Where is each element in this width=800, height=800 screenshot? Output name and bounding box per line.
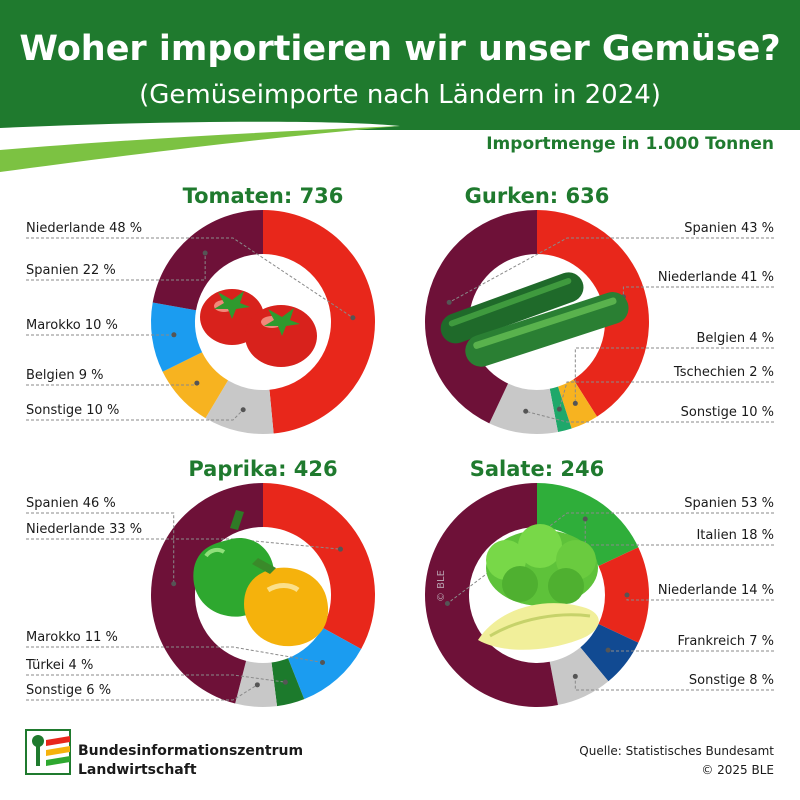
salate-label-sonstige: Sonstige 8 % [689, 673, 774, 688]
paprika-marker-sonstige [254, 682, 260, 688]
logo-line-2: Landwirtschaft [78, 762, 197, 778]
gurken-slice-spanien [424, 210, 537, 424]
lettuce-illustration [478, 524, 599, 650]
salate-slice-frankreich [580, 623, 639, 682]
tomaten-leader-spanien [26, 253, 206, 281]
gurken-marker-sonstige [523, 408, 529, 414]
charts-area: Tomaten: 736 Niederlande 48 % Spanien 22 %… [25, 184, 774, 708]
gurken-leader-belgien [574, 347, 774, 404]
paprika-leader-sonstige [26, 684, 258, 701]
gurken-label-spanien: Spanien 43 % [684, 221, 774, 236]
page-subtitle: (Gemüseimporte nach Ländern in 2024) [139, 80, 661, 110]
paprika-marker-spanien [171, 581, 177, 587]
salate-leader-italien [584, 519, 774, 546]
salate-slice-niederlande [598, 547, 650, 643]
paprika-marker-türkei [282, 679, 288, 685]
gurken-title-total: 636 [566, 184, 610, 208]
salate-marker-niederlande [624, 592, 630, 598]
tomaten-slice-marokko [151, 302, 203, 372]
header-background [0, 0, 800, 130]
tomaten-marker-marokko [171, 332, 177, 338]
unit-note: Importmenge in 1.000 Tonnen [486, 134, 774, 154]
gurken-chart-title: Gurken: 636 [465, 184, 610, 208]
header-swoosh-light [0, 126, 400, 172]
gurken-marker-tschechien [556, 406, 562, 412]
page-title: Woher importieren wir unser Gemüse? [19, 29, 780, 69]
gurken-leader-niederlande [622, 286, 774, 297]
gurken-marker-belgien [572, 400, 578, 406]
tomaten-marker-niederlande [350, 315, 356, 321]
tomaten-chart-title: Tomaten: 736 [183, 184, 344, 208]
salate-marker-sonstige [572, 673, 578, 679]
tomato-illustration [200, 289, 317, 367]
salate-label-niederlande: Niederlande 14 % [658, 583, 774, 598]
tomaten-label-niederlande: Niederlande 48 % [26, 221, 142, 236]
paprika-leader-spanien [26, 512, 175, 584]
paprika-leader-marokko [26, 646, 323, 664]
salate-marker-spanien [444, 600, 450, 606]
gurken-marker-spanien [446, 299, 452, 305]
tomaten-slice-spanien [152, 210, 263, 311]
tomaten-leader-niederlande [26, 237, 354, 319]
salate-marker-italien [582, 516, 588, 522]
salate-label-spanien: Spanien 53 % [684, 496, 774, 511]
salate-slice-spanien [425, 483, 558, 708]
paprika-label-türkei: Türkei 4 % [25, 658, 93, 673]
tomaten-slice-niederlande [263, 210, 376, 434]
gurken-leader-sonstige [525, 410, 774, 423]
source-text: Quelle: Statistisches Bundesamt [579, 744, 774, 758]
salate-slice-sonstige [549, 647, 609, 706]
tomaten-marker-belgien [194, 380, 200, 386]
gurken-label-tschechien: Tschechien 2 % [673, 365, 774, 380]
paprika-slice-niederlande [263, 483, 376, 649]
salate-label-frankreich: Frankreich 7 % [677, 634, 774, 649]
tomaten-label-belgien: Belgien 9 % [26, 368, 104, 383]
tomaten-label-spanien: Spanien 22 % [26, 263, 116, 278]
tomaten-slice-sonstige [205, 380, 274, 434]
gurken-label-belgien: Belgien 4 % [696, 331, 774, 346]
paprika-title-name: Paprika: [188, 457, 293, 481]
tomaten-label-marokko: Marokko 10 % [26, 318, 118, 333]
tomaten-marker-spanien [202, 250, 208, 256]
tomaten-label-sonstige: Sonstige 10 % [26, 403, 119, 418]
pepper-illustration [193, 510, 329, 647]
paprika-label-marokko: Marokko 11 % [26, 630, 118, 645]
gurken-label-sonstige: Sonstige 10 % [681, 405, 774, 420]
paprika-slice-spanien [150, 483, 263, 704]
gurken-title-name: Gurken: [465, 184, 566, 208]
tomaten-marker-sonstige [240, 407, 246, 413]
salate-chart-title: Salate: 246 [470, 457, 605, 481]
tomaten-title-total: 736 [300, 184, 344, 208]
paprika-label-niederlande: Niederlande 33 % [26, 522, 142, 537]
logo-line-1: Bundesinformationszentrum [78, 743, 303, 759]
copyright-text: © 2025 BLE [701, 763, 774, 777]
paprika-title-total: 426 [294, 457, 338, 481]
gurken-slice-sonstige [489, 383, 558, 434]
salate-title-name: Salate: [470, 457, 561, 481]
paprika-leader-türkei [26, 674, 286, 683]
tomaten-leader-sonstige [26, 409, 244, 421]
paprika-marker-niederlande [337, 546, 343, 552]
cucumber-illustration [440, 272, 629, 367]
salate-title-total: 246 [560, 457, 604, 481]
paprika-label-sonstige: Sonstige 6 % [26, 683, 111, 698]
tomaten-slice-belgien [162, 352, 229, 419]
gurken-label-niederlande: Niederlande 41 % [658, 270, 774, 285]
paprika-marker-marokko [320, 660, 326, 666]
gurken-leader-tschechien [558, 381, 774, 410]
bzl-logo [25, 729, 71, 775]
watermark-text: © BLE [436, 570, 447, 602]
paprika-label-spanien: Spanien 46 % [26, 496, 116, 511]
salate-marker-frankreich [605, 647, 611, 653]
salate-leader-sonstige [574, 676, 774, 691]
salate-label-italien: Italien 18 % [696, 528, 774, 543]
gurken-slice-niederlande [537, 210, 650, 417]
paprika-chart-title: Paprika: 426 [188, 457, 337, 481]
gurken-leader-spanien [448, 237, 774, 303]
tomaten-title-name: Tomaten: [183, 184, 300, 208]
